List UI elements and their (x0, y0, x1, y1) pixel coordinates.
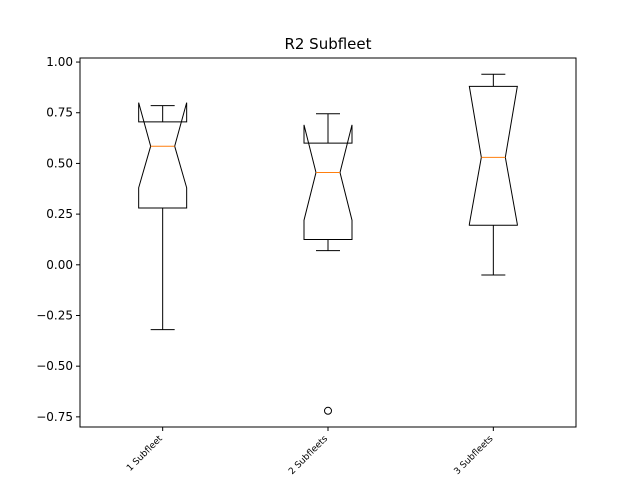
x-tick-label: 3 Subfleets (453, 434, 496, 477)
box-body (468, 85, 518, 226)
y-tick-label: −0.25 (36, 308, 73, 322)
box-body (303, 124, 353, 240)
x-tick-label: 2 Subfleets (287, 434, 330, 477)
y-tick-label: 1.00 (46, 55, 73, 69)
y-tick-label: 0.00 (46, 258, 73, 272)
y-tick-label: 0.50 (46, 156, 73, 170)
chart-title: R2 Subfleet (284, 35, 371, 53)
x-axis: 1 Subfleet 2 Subfleets 3 Subfleets (125, 427, 496, 477)
y-tick-label: −0.50 (36, 359, 73, 373)
y-axis: −0.75 −0.50 −0.25 0.00 0.25 0.50 0.75 1.00 (36, 55, 80, 424)
box-body (138, 102, 188, 209)
outlier-point (324, 406, 332, 415)
boxes-group (138, 73, 518, 415)
y-tick-label: 0.75 (46, 106, 73, 120)
y-tick-label: 0.25 (46, 207, 73, 221)
y-tick-label: −0.75 (36, 410, 73, 424)
x-tick-label: 1 Subfleet (125, 434, 165, 474)
